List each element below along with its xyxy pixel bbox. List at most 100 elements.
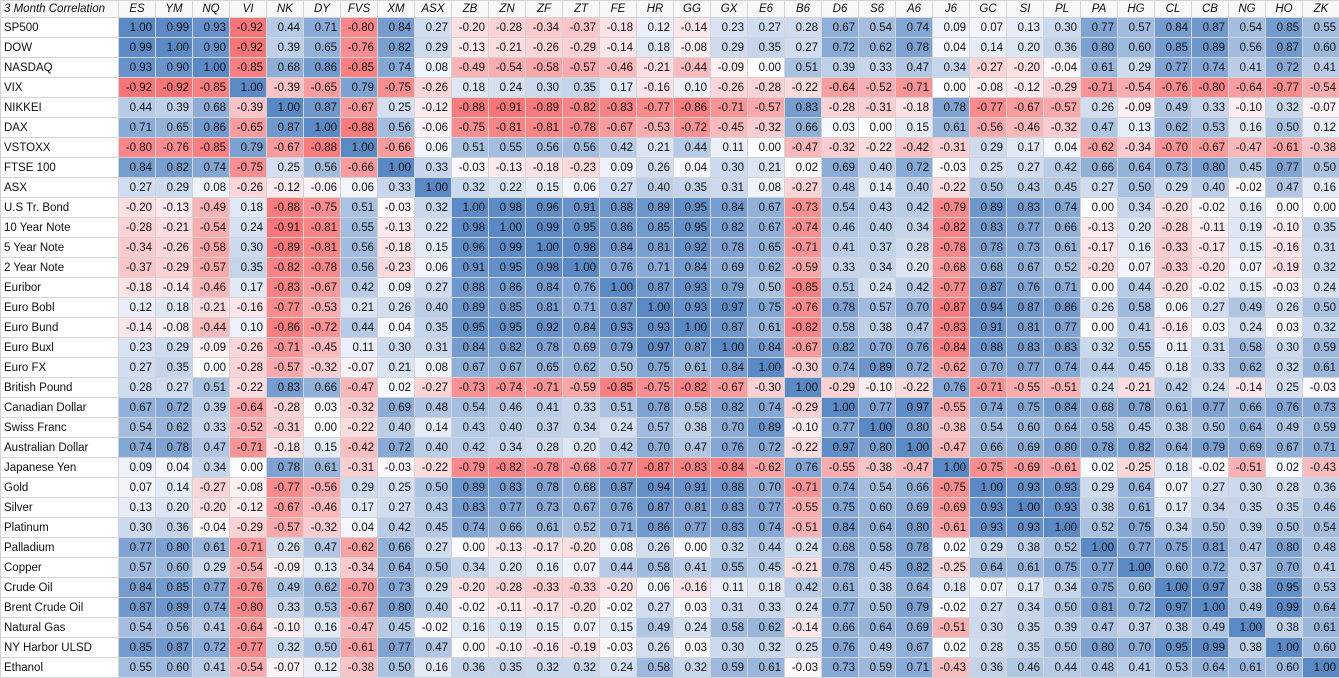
row-label: 10 Year Note — [1, 218, 119, 238]
correlation-cell: 0.79 — [711, 278, 748, 298]
correlation-cell: -0.46 — [193, 278, 230, 298]
correlation-cell: 0.37 — [1118, 618, 1155, 638]
correlation-cell: 0.28 — [1266, 478, 1303, 498]
correlation-cell: 0.87 — [304, 98, 341, 118]
correlation-cell: 0.30 — [711, 158, 748, 178]
row-label: SP500 — [1, 18, 119, 38]
correlation-cell: -0.47 — [341, 378, 378, 398]
correlation-cell: 0.30 — [1044, 18, 1081, 38]
correlation-cell: 0.27 — [415, 18, 452, 38]
correlation-cell: 0.25 — [1266, 378, 1303, 398]
correlation-cell: 0.97 — [1155, 598, 1192, 618]
correlation-cell: 0.52 — [1044, 538, 1081, 558]
correlation-cell: 0.31 — [711, 598, 748, 618]
correlation-cell: 0.02 — [1081, 458, 1118, 478]
correlation-cell: -0.27 — [193, 478, 230, 498]
correlation-cell: 0.45 — [1118, 358, 1155, 378]
correlation-cell: -0.10 — [267, 618, 304, 638]
correlation-cell: 0.14 — [859, 178, 896, 198]
correlation-cell: 0.17 — [230, 278, 267, 298]
correlation-cell: 0.46 — [1303, 498, 1339, 518]
correlation-cell: 0.47 — [674, 438, 711, 458]
correlation-cell: -0.72 — [674, 118, 711, 138]
correlation-cell: 0.27 — [600, 178, 637, 198]
correlation-cell: 0.42 — [341, 278, 378, 298]
row-label: Copper — [1, 558, 119, 578]
correlation-cell: -0.82 — [785, 318, 822, 338]
correlation-cell: -0.12 — [415, 98, 452, 118]
correlation-cell: 0.71 — [119, 118, 156, 138]
correlation-cell: 0.40 — [415, 598, 452, 618]
correlation-cell: 0.06 — [637, 578, 674, 598]
correlation-cell: 0.45 — [1229, 158, 1266, 178]
correlation-cell: 0.69 — [1007, 438, 1044, 458]
correlation-cell: 0.19 — [489, 618, 526, 638]
correlation-cell: 0.35 — [156, 358, 193, 378]
correlation-cell: 0.16 — [526, 558, 563, 578]
correlation-cell: -0.54 — [193, 218, 230, 238]
correlation-cell: 0.57 — [859, 298, 896, 318]
correlation-cell: -0.29 — [563, 38, 600, 58]
correlation-cell: 1.00 — [1081, 538, 1118, 558]
correlation-cell: 0.61 — [674, 358, 711, 378]
correlation-cell: 0.42 — [896, 278, 933, 298]
correlation-cell: 0.54 — [119, 418, 156, 438]
correlation-cell: 0.84 — [600, 238, 637, 258]
correlation-cell: 0.00 — [193, 358, 230, 378]
correlation-cell: 0.80 — [1192, 158, 1229, 178]
correlation-cell: -0.20 — [1155, 198, 1192, 218]
correlation-cell: 0.26 — [637, 538, 674, 558]
correlation-cell: 0.15 — [896, 118, 933, 138]
correlation-cell: 0.43 — [1007, 178, 1044, 198]
row-label: Swiss Franc — [1, 418, 119, 438]
correlation-cell: 0.93 — [674, 278, 711, 298]
correlation-cell: -0.03 — [600, 638, 637, 658]
correlation-cell: 0.54 — [970, 418, 1007, 438]
correlation-cell: 0.38 — [1155, 418, 1192, 438]
correlation-cell: 0.51 — [600, 398, 637, 418]
correlation-cell: 1.00 — [1192, 598, 1229, 618]
correlation-cell: 0.35 — [1229, 498, 1266, 518]
correlation-cell: 0.64 — [1118, 478, 1155, 498]
correlation-cell: -0.16 — [526, 638, 563, 658]
correlation-cell: -0.54 — [1118, 78, 1155, 98]
correlation-cell: 0.61 — [304, 458, 341, 478]
correlation-cell: -0.38 — [933, 418, 970, 438]
correlation-cell: 0.35 — [1007, 638, 1044, 658]
correlation-cell: -0.54 — [1303, 78, 1339, 98]
correlation-cell: -0.61 — [1044, 458, 1081, 478]
column-header: DY — [304, 1, 341, 18]
correlation-cell: 0.62 — [304, 578, 341, 598]
correlation-cell: 0.97 — [1192, 578, 1229, 598]
correlation-cell: 0.43 — [415, 498, 452, 518]
correlation-cell: 0.66 — [970, 438, 1007, 458]
correlation-cell: 0.55 — [119, 658, 156, 678]
correlation-cell: 0.49 — [1266, 418, 1303, 438]
correlation-cell: 0.53 — [304, 598, 341, 618]
column-header: ZK — [1303, 1, 1339, 18]
correlation-cell: 0.74 — [748, 398, 785, 418]
correlation-cell: 0.50 — [415, 478, 452, 498]
correlation-cell: -0.64 — [1229, 78, 1266, 98]
correlation-cell: 0.42 — [896, 198, 933, 218]
correlation-cell: -0.12 — [1007, 78, 1044, 98]
correlation-cell: 0.24 — [489, 78, 526, 98]
correlation-cell: 0.75 — [1081, 578, 1118, 598]
correlation-cell: 0.76 — [785, 458, 822, 478]
correlation-cell: -0.26 — [230, 178, 267, 198]
correlation-cell: -0.78 — [563, 118, 600, 138]
correlation-cell: 0.56 — [1229, 38, 1266, 58]
correlation-cell: 0.72 — [1192, 558, 1229, 578]
correlation-cell: 0.65 — [748, 238, 785, 258]
row-label: Brent Crude Oil — [1, 598, 119, 618]
correlation-cell: 0.61 — [1081, 58, 1118, 78]
correlation-cell: 0.51 — [341, 198, 378, 218]
correlation-cell: 0.13 — [119, 498, 156, 518]
correlation-cell: 0.78 — [896, 38, 933, 58]
correlation-cell: 0.66 — [785, 118, 822, 138]
correlation-cell: -0.85 — [230, 58, 267, 78]
correlation-cell: 0.33 — [193, 418, 230, 438]
correlation-cell: 0.49 — [637, 618, 674, 638]
